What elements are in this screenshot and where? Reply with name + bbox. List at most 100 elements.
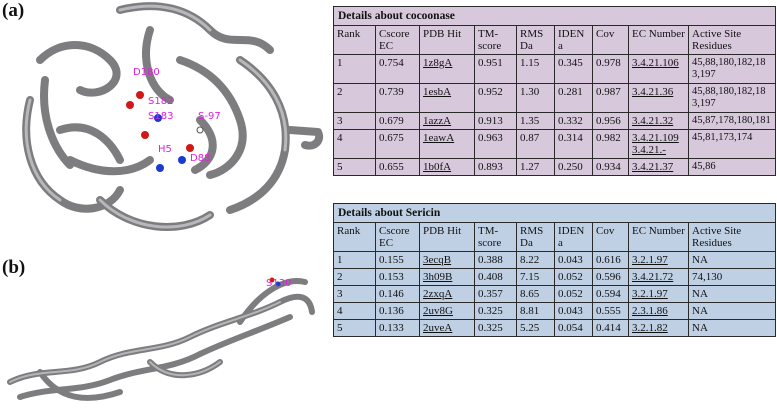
pdb-hit-link[interactable]: 1z8gA bbox=[419, 54, 475, 84]
cell-iden: 0.043 bbox=[554, 251, 593, 269]
table-row: 5 0.655 1b0fA 0.893 1.27 0.250 0.934 3.4… bbox=[333, 158, 777, 176]
ec-number-link[interactable]: 3.4.21.109 3.4.21.- bbox=[628, 129, 689, 159]
cell-rms: 8.81 bbox=[516, 302, 555, 320]
cell-rms: 5.25 bbox=[516, 319, 555, 337]
cell-iden: 0.043 bbox=[554, 302, 593, 320]
cell-cscore: 0.754 bbox=[375, 54, 420, 84]
annotation-a-4: H5 bbox=[158, 144, 172, 155]
cell-rank: 2 bbox=[333, 268, 376, 286]
pdb-hit-link[interactable]: 3h09B bbox=[419, 268, 475, 286]
pdb-hit-link[interactable]: 2uv8G bbox=[419, 302, 475, 320]
ec-number-link[interactable]: 3.2.1.97 bbox=[628, 251, 689, 269]
cell-rms: 1.30 bbox=[516, 83, 555, 113]
panel-b-label: (b) bbox=[2, 257, 26, 278]
annotation-a-5: D88 bbox=[190, 153, 210, 164]
header-ec-number: EC Number bbox=[628, 222, 689, 252]
header-cov: Cov bbox=[592, 222, 629, 252]
table-row: 4 0.136 2uv8G 0.325 8.81 0.043 0.555 2.3… bbox=[333, 302, 776, 320]
cell-cov: 0.555 bbox=[592, 302, 629, 320]
pdb-hit-link[interactable]: 1b0fA bbox=[419, 158, 475, 176]
header-rms: RMS Da bbox=[516, 25, 555, 55]
cell-cov: 0.956 bbox=[592, 112, 629, 130]
cocoonase-table-title: Details about cocoonase bbox=[332, 6, 777, 26]
cell-cov: 0.596 bbox=[592, 268, 629, 286]
cell-rank: 3 bbox=[333, 112, 376, 130]
cell-iden: 0.332 bbox=[554, 112, 593, 130]
header-cov: Cov bbox=[592, 25, 629, 55]
cell-rank: 2 bbox=[333, 83, 376, 113]
cell-tm-score: 0.951 bbox=[474, 54, 517, 84]
sericin-table: Details about Sericin Rank Cscore EC PDB… bbox=[333, 203, 776, 337]
cocoonase-table: Details about cocoonase Rank Cscore EC P… bbox=[332, 6, 777, 176]
cell-tm-score: 0.325 bbox=[474, 319, 517, 337]
cell-active-site: 45,88,180,182,183,197 bbox=[687, 83, 777, 113]
pdb-hit-link[interactable]: 2uveA bbox=[419, 319, 475, 337]
ec-number-link[interactable]: 3.4.21.106 bbox=[628, 54, 689, 84]
cell-rank: 1 bbox=[333, 251, 376, 269]
cell-iden: 0.054 bbox=[554, 319, 593, 337]
cell-rank: 3 bbox=[333, 285, 376, 303]
ec-number-link[interactable]: 3.4.21.37 bbox=[628, 158, 689, 176]
cell-active-site: NA bbox=[688, 285, 776, 303]
cell-cscore: 0.739 bbox=[375, 83, 420, 113]
header-cscore: Cscore EC bbox=[375, 25, 420, 55]
ec-number-link[interactable]: 3.4.21.32 bbox=[628, 112, 689, 130]
cell-tm-score: 0.913 bbox=[474, 112, 517, 130]
cell-iden: 0.314 bbox=[554, 129, 593, 159]
cell-rms: 0.87 bbox=[516, 129, 555, 159]
cell-cscore: 0.655 bbox=[375, 158, 420, 176]
cell-cov: 0.594 bbox=[592, 285, 629, 303]
header-tm-score: TM-score bbox=[474, 25, 517, 55]
table-header-row: Rank Cscore EC PDB Hit TM-score RMS Da I… bbox=[333, 25, 777, 55]
cell-cov: 0.414 bbox=[592, 319, 629, 337]
annotation-b-0: S130 bbox=[266, 278, 291, 289]
cell-cscore: 0.679 bbox=[375, 112, 420, 130]
pdb-hit-link[interactable]: 1eawA bbox=[419, 129, 475, 159]
cell-tm-score: 0.388 bbox=[474, 251, 517, 269]
cell-rms: 1.35 bbox=[516, 112, 555, 130]
cell-tm-score: 0.357 bbox=[474, 285, 517, 303]
cell-cscore: 0.136 bbox=[375, 302, 420, 320]
cell-cscore: 0.155 bbox=[375, 251, 420, 269]
pdb-hit-link[interactable]: 2zxqA bbox=[419, 285, 475, 303]
sericin-table-title: Details about Sericin bbox=[333, 203, 776, 223]
ec-number-link[interactable]: 3.4.21.72 bbox=[628, 268, 689, 286]
cell-iden: 0.345 bbox=[554, 54, 593, 84]
cell-tm-score: 0.325 bbox=[474, 302, 517, 320]
cell-iden: 0.052 bbox=[554, 268, 593, 286]
cell-active-site: 45,88,180,182,183,197 bbox=[687, 54, 777, 84]
ec-number-link[interactable]: 3.4.21.36 bbox=[628, 83, 689, 113]
header-rms: RMS Da bbox=[516, 222, 555, 252]
sericin-structure-image: S130 bbox=[7, 277, 315, 401]
cell-cscore: 0.133 bbox=[375, 319, 420, 337]
cell-cov: 0.934 bbox=[592, 158, 629, 176]
header-cscore: Cscore EC bbox=[375, 222, 420, 252]
ec-number-link[interactable]: 3.2.1.82 bbox=[628, 319, 689, 337]
header-iden: IDEN a bbox=[554, 222, 593, 252]
cell-cov: 0.978 bbox=[592, 54, 629, 84]
cell-rms: 8.22 bbox=[516, 251, 555, 269]
cell-tm-score: 0.952 bbox=[474, 83, 517, 113]
table-row: 5 0.133 2uveA 0.325 5.25 0.054 0.414 3.2… bbox=[333, 319, 776, 337]
pdb-hit-link[interactable]: 3ecqB bbox=[419, 251, 475, 269]
cell-active-site: NA bbox=[688, 319, 776, 337]
cell-rms: 1.15 bbox=[516, 54, 555, 84]
table-row: 2 0.153 3h09B 0.408 7.15 0.052 0.596 3.4… bbox=[333, 268, 776, 286]
pdb-hit-link[interactable]: 1azzA bbox=[419, 112, 475, 130]
table-row: 1 0.754 1z8gA 0.951 1.15 0.345 0.978 3.4… bbox=[333, 54, 777, 84]
cell-rms: 8.65 bbox=[516, 285, 555, 303]
cell-rank: 5 bbox=[333, 319, 376, 337]
cell-rank: 4 bbox=[333, 302, 376, 320]
ec-number-link[interactable]: 2.3.1.86 bbox=[628, 302, 689, 320]
cell-tm-score: 0.963 bbox=[474, 129, 517, 159]
table-row: 3 0.679 1azzA 0.913 1.35 0.332 0.956 3.4… bbox=[333, 112, 777, 130]
cell-tm-score: 0.893 bbox=[474, 158, 517, 176]
cell-cov: 0.616 bbox=[592, 251, 629, 269]
cell-rank: 1 bbox=[333, 54, 376, 84]
ec-number-link[interactable]: 3.2.1.97 bbox=[628, 285, 689, 303]
annotation-a-3: S-97 bbox=[198, 111, 221, 122]
cell-tm-score: 0.408 bbox=[474, 268, 517, 286]
cell-cscore: 0.146 bbox=[375, 285, 420, 303]
header-rank: Rank bbox=[333, 222, 376, 252]
pdb-hit-link[interactable]: 1esbA bbox=[419, 83, 475, 113]
